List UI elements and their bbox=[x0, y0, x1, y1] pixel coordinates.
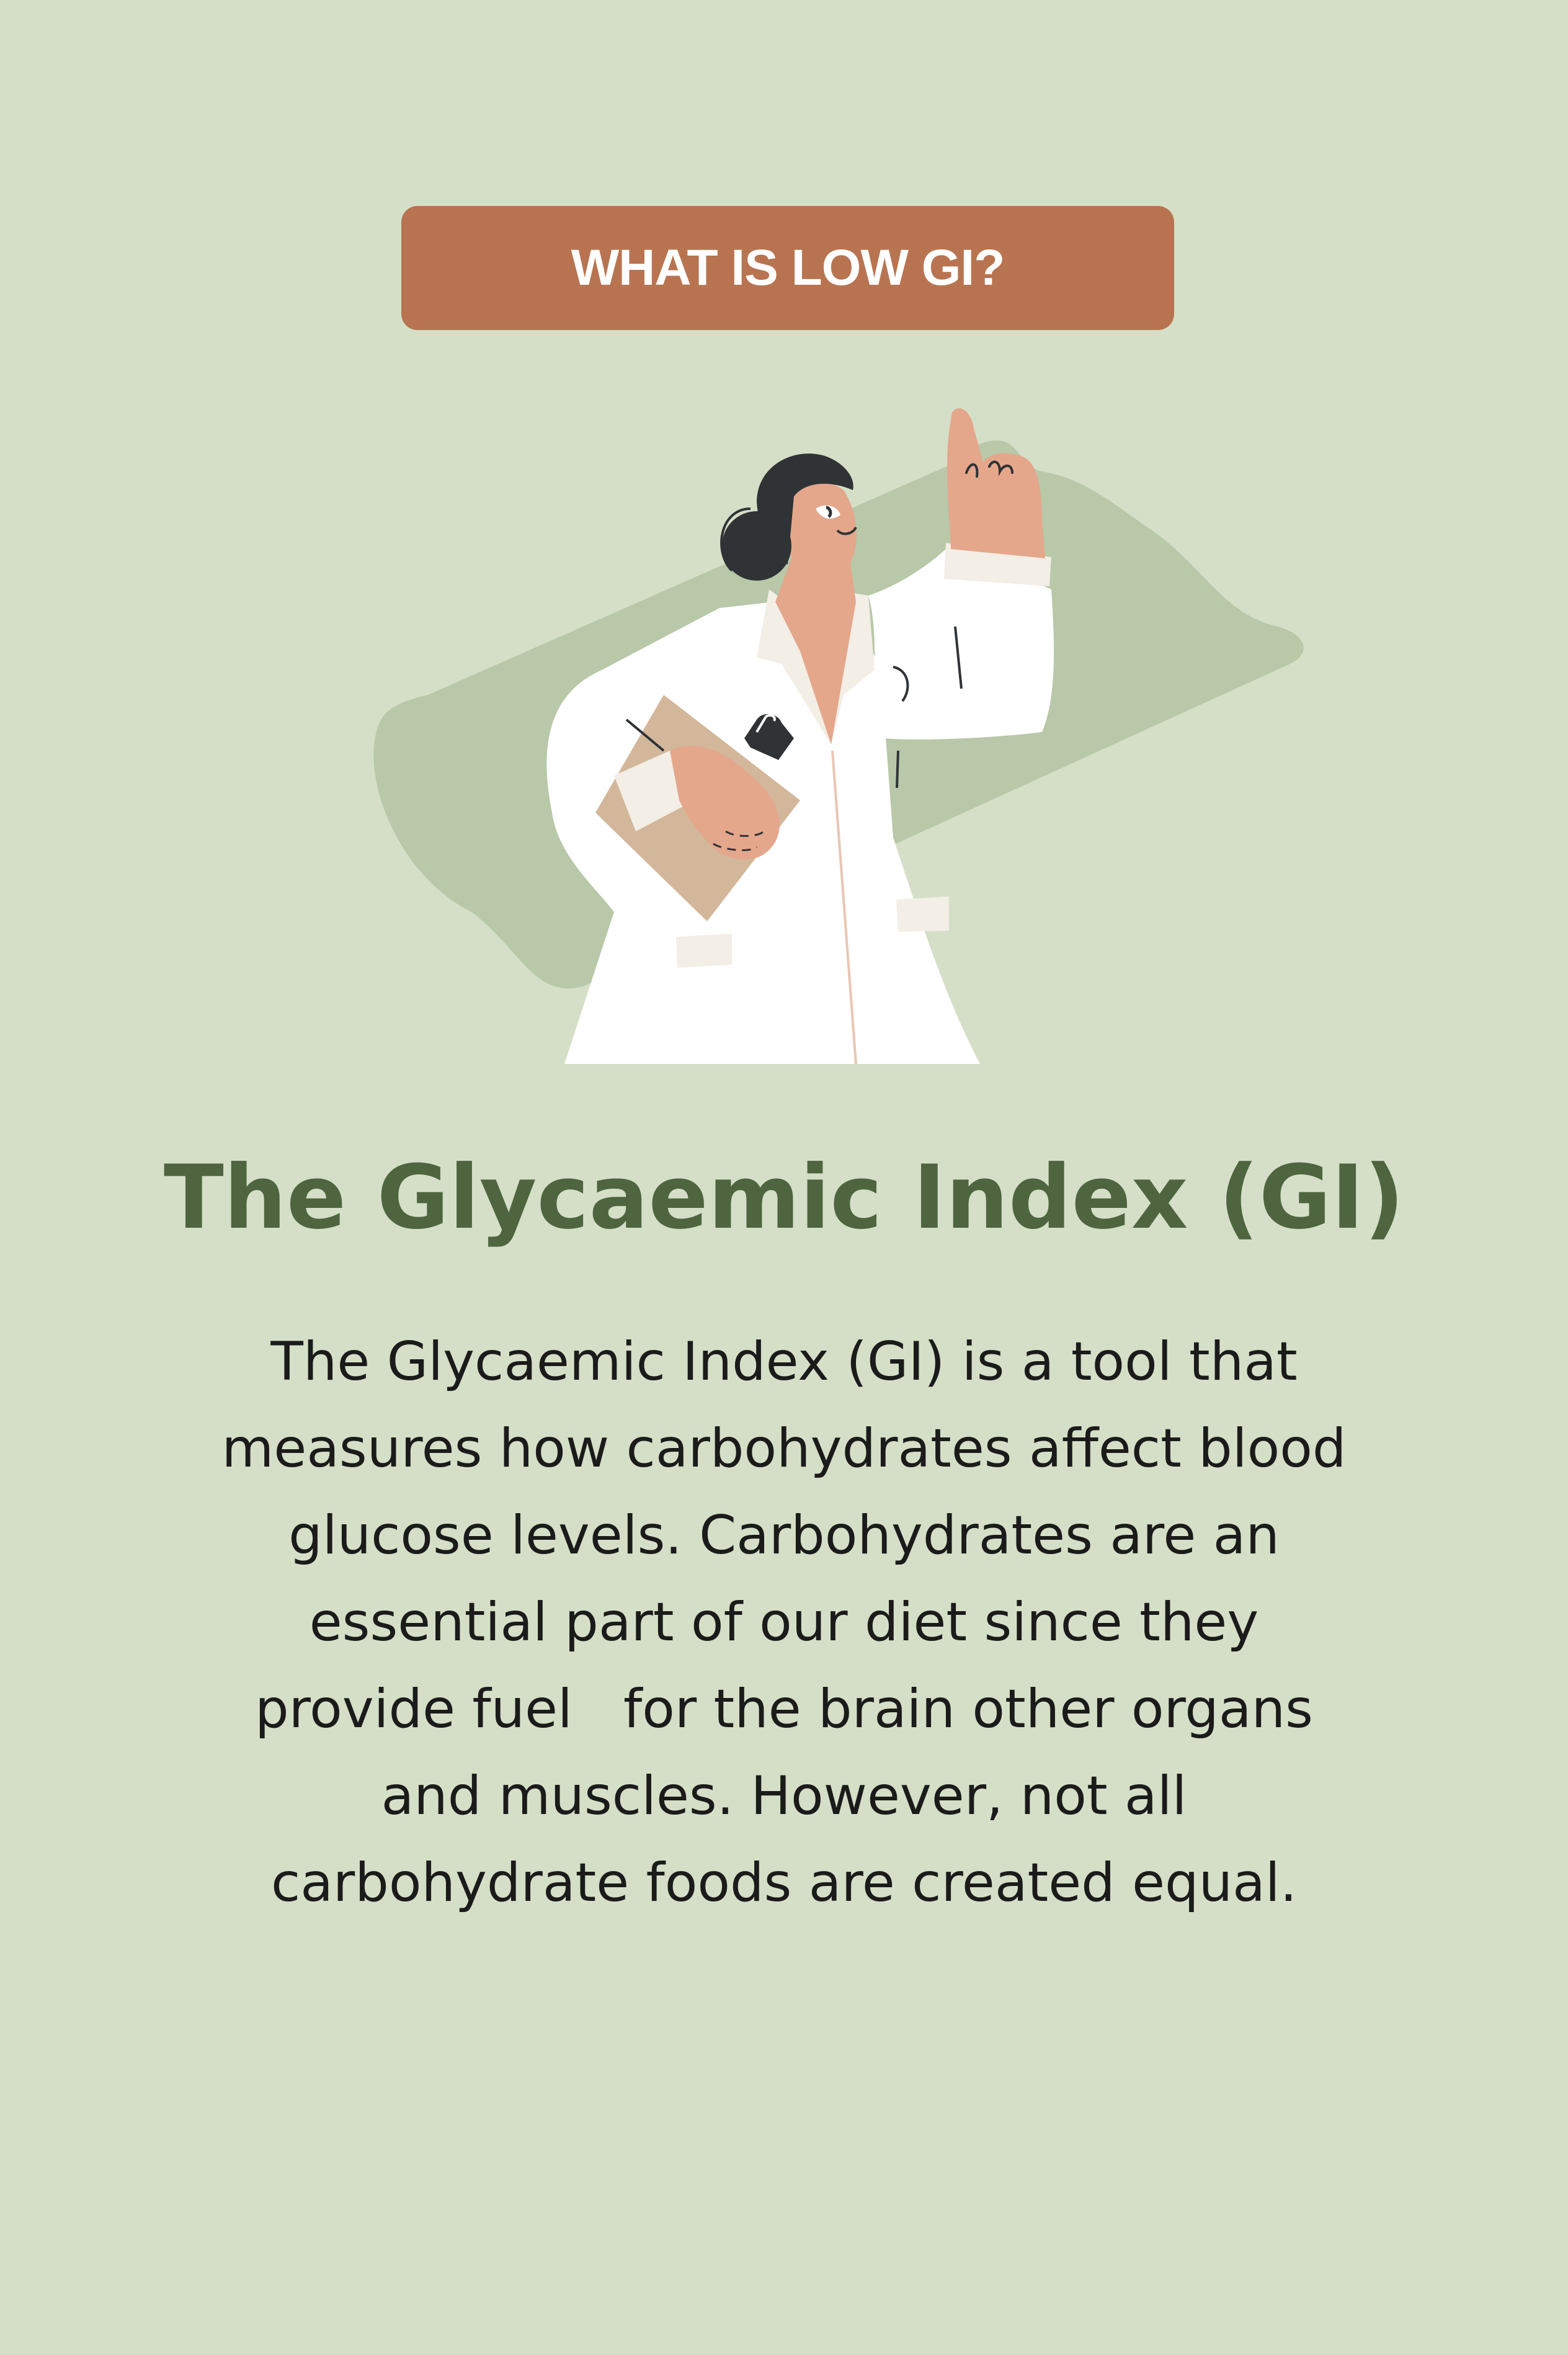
eye bbox=[816, 505, 840, 519]
page-title: The Glycaemic Index (GI) bbox=[163, 1146, 1405, 1249]
body-line: and muscles. However, not all bbox=[381, 1765, 1187, 1827]
body-line: The Glycaemic Index (GI) is a tool that bbox=[270, 1331, 1298, 1393]
body-line: provide fuel for the brain other organs bbox=[255, 1678, 1313, 1740]
section-badge-label: WHAT IS LOW GI? bbox=[571, 239, 1005, 296]
clipboard-clip bbox=[744, 713, 794, 760]
body-line: measures how carbohydrates affect blood bbox=[221, 1418, 1347, 1480]
holding-hand bbox=[670, 746, 780, 860]
scientist-pointing-icon bbox=[323, 403, 1315, 1067]
coat-pocket bbox=[896, 896, 949, 932]
hair-bun bbox=[722, 511, 791, 581]
body-line: essential part of our diet since they bbox=[309, 1591, 1259, 1653]
section-badge: WHAT IS LOW GI? bbox=[401, 206, 1174, 330]
neck bbox=[775, 552, 856, 744]
body-line: glucose levels. Carbohydrates are an bbox=[288, 1504, 1280, 1566]
coat-pocket-left bbox=[676, 934, 732, 968]
body-line: carbohydrate foods are created equal. bbox=[270, 1852, 1298, 1914]
raised-arm-sleeve bbox=[868, 546, 1054, 740]
raised-hand bbox=[947, 408, 1045, 558]
body-paragraph: The Glycaemic Index (GI) is a tool that … bbox=[124, 1318, 1444, 1926]
